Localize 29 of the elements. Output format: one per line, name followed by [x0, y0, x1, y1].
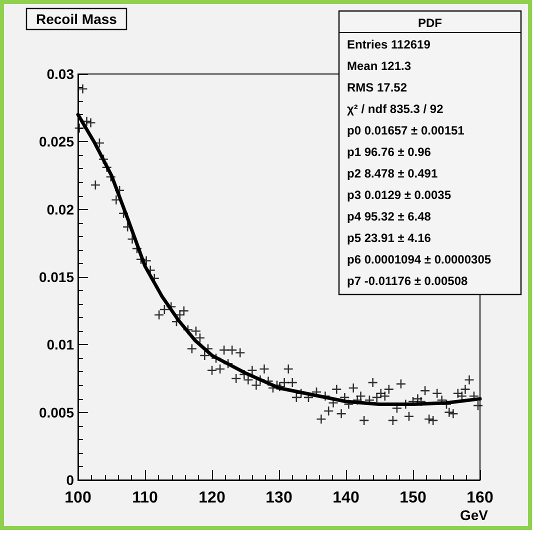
annotation: p6 0.0001094 ± 0.0000305	[347, 252, 492, 266]
x-tick-label: 150	[400, 490, 426, 506]
annotation: p5 23.91 ± 4.16	[347, 230, 432, 245]
annotation: p2 8.478 ± 0.491	[347, 166, 438, 180]
annotation: p7 -0.01176 ± 0.00508	[347, 274, 468, 288]
x-tick-label: 140	[332, 490, 360, 506]
y-tick-label: 0.015	[38, 269, 74, 285]
text: Entries 112619	[347, 37, 431, 52]
x-tick-label: 160	[466, 490, 494, 506]
annotation: p0 0.01657 ± 0.00151	[347, 123, 465, 138]
annotation: p1 96.76 ± 0.96	[347, 144, 432, 159]
text: Mean 121.3	[347, 58, 412, 73]
chart-title: Recoil Mass	[36, 11, 118, 27]
annotation: χ² / ndf 835.3 / 92	[347, 102, 444, 116]
x-tick-label: 130	[266, 490, 292, 506]
y-tick-label: 0.025	[38, 134, 74, 150]
text: PDF	[418, 16, 442, 30]
y-tick-label: 0.03	[46, 66, 74, 82]
annotation: p4 95.32 ± 6.48	[347, 209, 432, 224]
annotation: p3 0.0129 ± 0.0035	[347, 188, 452, 202]
x-tick-label: 120	[198, 490, 226, 506]
y-tick-label: 0	[66, 472, 74, 488]
y-tick-label: 0.005	[38, 404, 74, 420]
x-tick-label: 110	[132, 490, 158, 506]
y-tick-label: 0.02	[46, 201, 74, 218]
y-tick-label: 0.01	[46, 336, 74, 353]
annotation: RMS 17.52	[347, 80, 408, 94]
x-axis-title: GeV	[460, 507, 489, 523]
x-tick-label: 100	[64, 490, 92, 506]
